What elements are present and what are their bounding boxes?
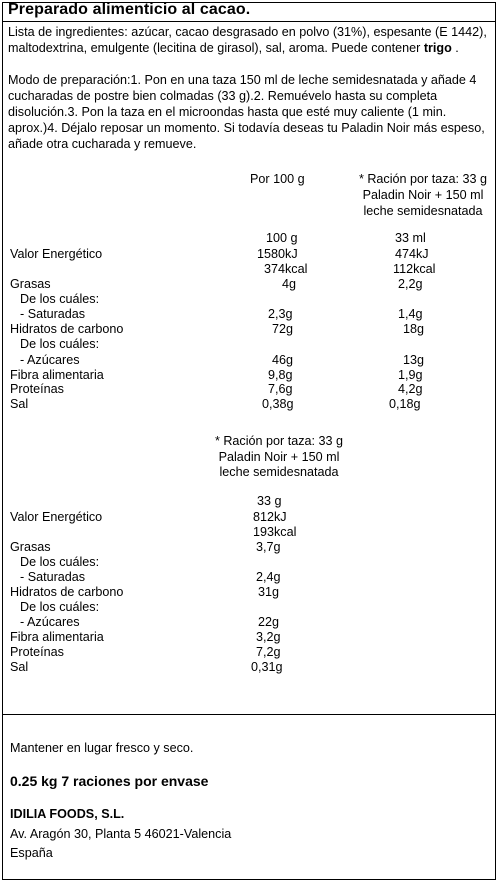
sugars-label: - Azúcares <box>20 353 80 367</box>
t2-saturated: 2,4g <box>256 570 281 584</box>
ingredients-body: Lista de ingredientes: azúcar, cacao des… <box>8 25 487 55</box>
t2-header-3: leche semidesnatada <box>219 465 339 479</box>
per100-qty: 100 g <box>266 231 298 245</box>
t2-qty: 33 g <box>257 494 282 508</box>
energy-kcal-100: 374kcal <box>264 262 308 276</box>
t2-saturated-label: - Saturadas <box>20 570 86 584</box>
t2-fat-label: Grasas <box>10 540 51 554</box>
fiber-100: 9,8g <box>268 368 293 382</box>
t2-protein-label: Proteínas <box>10 645 64 659</box>
salt-portion: 0,18g <box>389 397 421 411</box>
t2-fiber: 3,2g <box>256 630 281 644</box>
t2-carbs-sub-label: De los cuáles: <box>20 600 100 614</box>
salt-100: 0,38g <box>262 397 294 411</box>
fiber-portion: 1,9g <box>398 368 423 382</box>
energy-kj-100: 1580kJ <box>257 247 298 261</box>
t2-fat-sub-label: De los cuáles: <box>20 555 100 569</box>
fat-100: 4g <box>282 277 297 291</box>
company-name: IDILIA FOODS, S.L. <box>10 807 125 821</box>
t2-fiber-label: Fibra alimentaria <box>10 630 104 644</box>
t2-header-2: Paladin Noir + 150 ml <box>218 450 340 464</box>
t2-energy-kj: 812kJ <box>253 510 287 524</box>
t2-header-1: * Ración por taza: 33 g <box>214 434 344 448</box>
protein-label: Proteínas <box>10 382 64 396</box>
t2-energy-label: Valor Energético <box>10 510 103 524</box>
portion-header-1: * Ración por taza: 33 g <box>358 172 488 186</box>
protein-100: 7,6g <box>268 382 293 396</box>
sugars-100: 46g <box>272 353 294 367</box>
saturated-portion: 1,4g <box>398 307 423 321</box>
divider <box>2 21 496 22</box>
per100-header: Por 100 g <box>250 172 305 186</box>
t2-sugars: 22g <box>258 615 280 629</box>
saturated-100: 2,3g <box>268 307 293 321</box>
ingredients-end: . <box>451 41 459 55</box>
fat-label: Grasas <box>10 277 51 291</box>
divider <box>2 714 496 715</box>
protein-portion: 4,2g <box>398 382 423 396</box>
carbs-100: 72g <box>272 322 294 336</box>
t2-salt: 0,31g <box>251 660 283 674</box>
portion-header-2: Paladin Noir + 150 ml <box>362 188 484 202</box>
product-title: Preparado alimenticio al cacao. <box>8 1 251 18</box>
energy-label: Valor Energético <box>10 247 103 261</box>
t2-energy-kcal: 193kcal <box>253 525 297 539</box>
fat-portion: 2,2g <box>398 277 423 291</box>
carbs-portion: 18g <box>403 322 425 336</box>
portion-header-3: leche semidesnatada <box>363 204 483 218</box>
fat-sub-label: De los cuáles: <box>20 292 100 306</box>
salt-label: Sal <box>10 397 29 411</box>
storage-text: Mantener en lugar fresco y seco. <box>10 741 194 755</box>
ingredients-text: Lista de ingredientes: azúcar, cacao des… <box>8 24 488 56</box>
portion-qty: 33 ml <box>395 231 426 245</box>
energy-kcal-portion: 112kcal <box>393 262 436 276</box>
carbs-label: Hidratos de carbono <box>10 322 124 336</box>
t2-protein: 7,2g <box>256 645 281 659</box>
energy-kj-portion: 474kJ <box>395 247 429 261</box>
t2-salt-label: Sal <box>10 660 29 674</box>
sugars-portion: 13g <box>403 353 425 367</box>
saturated-label: - Saturadas <box>20 307 86 321</box>
net-weight: 0.25 kg 7 raciones por envase <box>10 773 209 789</box>
t2-carbs-label: Hidratos de carbono <box>10 585 124 599</box>
t2-fat: 3,7g <box>256 540 281 554</box>
company-country: España <box>10 846 53 860</box>
carbs-sub-label: De los cuáles: <box>20 337 100 351</box>
company-address: Av. Aragón 30, Planta 5 46021-Valencia <box>10 827 232 841</box>
preparation-text: Modo de preparación:1. Pon en una taza 1… <box>8 73 485 151</box>
t2-carbs: 31g <box>258 585 280 599</box>
t2-sugars-label: - Azúcares <box>20 615 80 629</box>
fiber-label: Fibra alimentaria <box>10 368 104 382</box>
allergen-trigo: trigo <box>423 41 452 55</box>
